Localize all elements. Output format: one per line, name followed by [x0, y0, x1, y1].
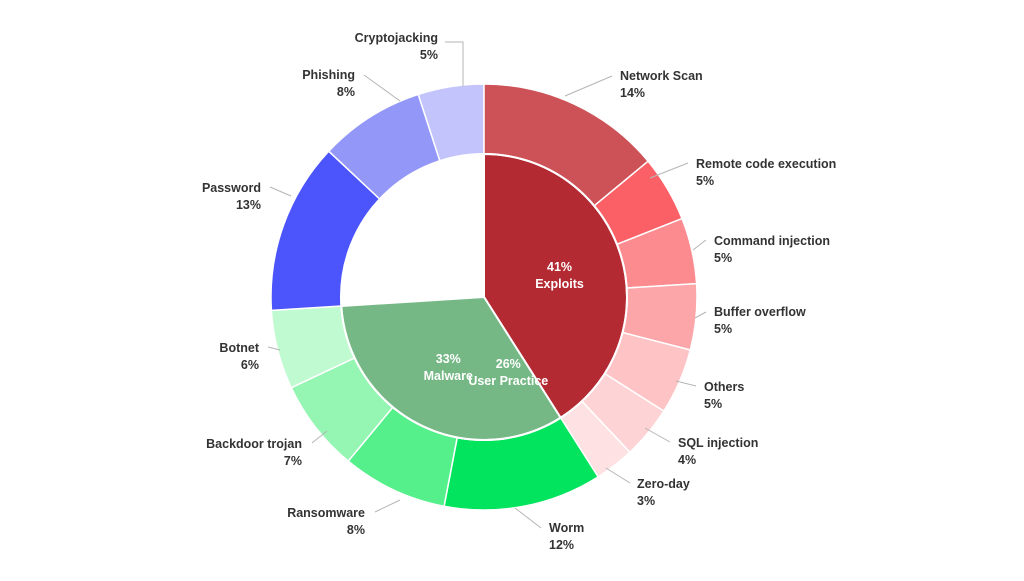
inner-label-exploits: Exploits — [535, 277, 584, 291]
outer-label-botnet: Botnet — [219, 341, 259, 355]
leader-line-worm — [514, 507, 542, 529]
inner-value-malware: 33% — [436, 352, 461, 366]
outer-value-others: 5% — [704, 397, 722, 411]
inner-slice-user-practice — [438, 160, 485, 298]
inner-value-user-practice: 26% — [496, 357, 521, 371]
leader-line-cryptojacking — [445, 41, 464, 86]
outer-value-worm: 12% — [549, 538, 574, 552]
outer-label-worm: Worm — [549, 521, 584, 535]
outer-value-sql-injection: 4% — [678, 453, 696, 467]
outer-value-network-scan: 14% — [620, 86, 645, 100]
inner-label-malware: Malware — [424, 369, 473, 383]
outer-ring — [270, 83, 698, 511]
leader-line-others — [675, 380, 697, 387]
outer-label-password: Password — [202, 181, 261, 195]
leader-line-remote-code-execution — [649, 162, 689, 179]
outer-label-sql-injection: SQL injection — [678, 436, 758, 450]
leader-line-sql-injection — [644, 427, 671, 443]
inner-labels: 26% User Practice 41% Exploits 33% Malware — [424, 260, 584, 388]
leader-line-command-injection — [692, 239, 707, 251]
outer-label-network-scan: Network Scan — [620, 69, 703, 83]
leader-line-password — [269, 186, 292, 197]
outer-value-ransomware: 8% — [347, 523, 365, 537]
leader-line-ransomware — [374, 499, 401, 513]
inner-ring — [340, 152, 628, 441]
leader-line-backdoor-trojan — [311, 430, 328, 444]
outer-label-command-injection: Command injection — [714, 234, 830, 248]
leader-lines — [267, 41, 707, 529]
outer-value-botnet: 6% — [241, 358, 259, 372]
leader-line-phishing — [363, 74, 401, 102]
outer-label-phishing: Phishing — [302, 68, 355, 82]
ring-separator — [340, 153, 628, 441]
outer-value-remote-code-execution: 5% — [696, 174, 714, 188]
outer-label-zero-day: Zero-day — [637, 477, 690, 491]
outer-value-phishing: 8% — [337, 85, 355, 99]
outer-label-cryptojacking: Cryptojacking — [355, 31, 438, 45]
inner-label-user-practice: User Practice — [468, 374, 548, 388]
leader-line-zero-day — [605, 467, 631, 484]
outer-value-zero-day: 3% — [637, 494, 655, 508]
outer-value-buffer-overflow: 5% — [714, 322, 732, 336]
outer-label-backdoor-trojan: Backdoor trojan — [206, 437, 302, 451]
inner-value-exploits: 41% — [547, 260, 572, 274]
leader-line-buffer-overflow — [694, 311, 707, 319]
outer-label-others: Others — [704, 380, 744, 394]
outer-value-backdoor-trojan: 7% — [284, 454, 302, 468]
leader-line-network-scan — [564, 75, 613, 97]
leader-line-botnet — [267, 346, 281, 351]
outer-label-ransomware: Ransomware — [287, 506, 365, 520]
outer-value-password: 13% — [236, 198, 261, 212]
outer-labels: Cryptojacking 5% Network Scan 14% Remote cod… — [202, 31, 836, 552]
outer-label-buffer-overflow: Buffer overflow — [714, 305, 806, 319]
outer-value-cryptojacking: 5% — [420, 48, 438, 62]
outer-value-command-injection: 5% — [714, 251, 732, 265]
outer-label-remote-code-execution: Remote code execution — [696, 157, 836, 171]
